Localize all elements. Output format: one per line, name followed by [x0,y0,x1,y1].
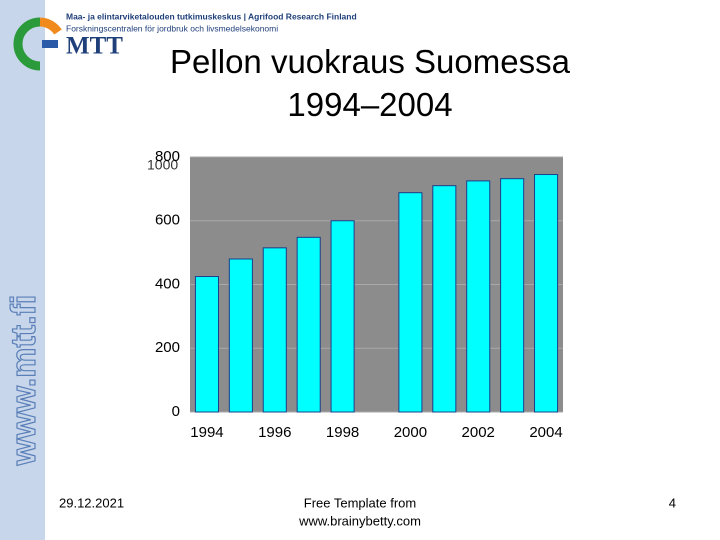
footer-template: Free Template from [304,495,416,510]
bar [398,192,423,413]
bar [466,180,491,413]
bar [500,178,525,413]
x-tick-label: 2002 [462,424,495,441]
y-tick-label: 0 [172,403,180,420]
footer-date: 29.12.2021 [59,495,124,510]
y-tick-label: 200 [155,339,180,356]
side-stripe [0,0,45,540]
y-axis-label: 1000 [147,157,178,173]
x-tick-label: 2000 [394,424,427,441]
logo [13,17,62,71]
x-tick-label: 1998 [326,424,359,441]
y-tick-label: 800 [155,148,180,165]
bar [262,247,287,413]
chart-title: Pellon vuokraus Suomessa 1994–2004 [170,43,570,123]
x-tick-label: 1994 [190,424,223,441]
org-line: Maa- ja elintarviketalouden tutkimuskesk… [66,11,357,21]
x-tick-label: 2004 [529,424,562,441]
footer-template: www.brainybetty.com [298,513,421,528]
bar [228,258,253,413]
x-tick-label: 1996 [258,424,291,441]
bar [534,174,559,413]
bar [194,276,219,413]
page-number: 4 [669,495,676,510]
bar [296,236,321,413]
side-text: www.mtt.fi [5,295,43,467]
bar [330,220,355,413]
y-tick-label: 600 [155,212,180,229]
org-line: Forskningscentralen för jordbruk och liv… [66,23,278,33]
logo-text: MTT [66,33,123,60]
bar [432,185,457,413]
y-tick-label: 400 [155,275,180,292]
